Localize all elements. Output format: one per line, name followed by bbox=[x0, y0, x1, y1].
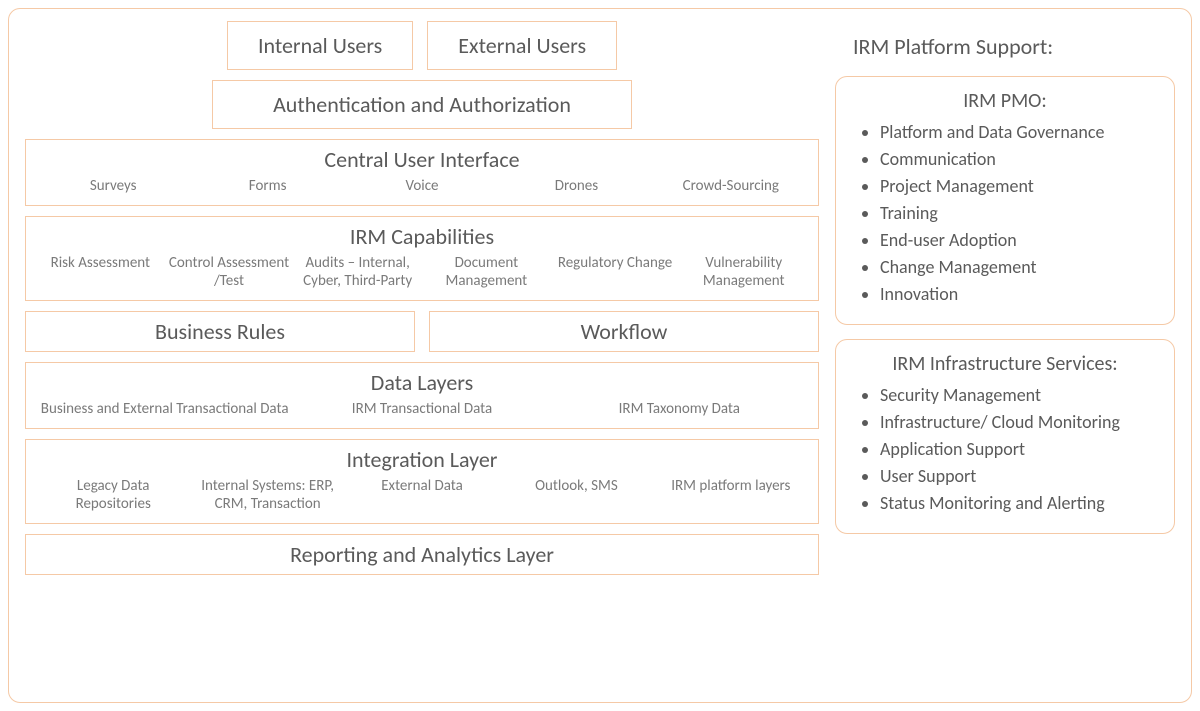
cui-item: Drones bbox=[499, 177, 653, 195]
data-item: IRM Transactional Data bbox=[293, 400, 550, 418]
data-layers-box: Data Layers Business and External Transa… bbox=[25, 362, 819, 429]
auth-box: Authentication and Authorization bbox=[212, 80, 632, 129]
auth-row: Authentication and Authorization bbox=[25, 80, 819, 129]
pmo-title: IRM PMO: bbox=[854, 89, 1156, 113]
data-layers-title: Data Layers bbox=[371, 369, 473, 396]
cui-item: Surveys bbox=[36, 177, 190, 195]
left-column: Internal Users External Users Authentica… bbox=[25, 21, 819, 690]
reporting-box: Reporting and Analytics Layer bbox=[25, 534, 819, 575]
pmo-item: Platform and Data Governance bbox=[880, 119, 1156, 146]
external-users-box: External Users bbox=[427, 21, 617, 70]
infra-item: User Support bbox=[880, 463, 1156, 490]
cui-item: Forms bbox=[190, 177, 344, 195]
reporting-title: Reporting and Analytics Layer bbox=[290, 541, 554, 568]
data-layers-items: Business and External Transactional Data… bbox=[36, 400, 808, 418]
diagram-container: Internal Users External Users Authentica… bbox=[8, 8, 1192, 703]
infra-item: Infrastructure/ Cloud Monitoring bbox=[880, 409, 1156, 436]
users-row: Internal Users External Users bbox=[25, 21, 819, 70]
infra-list: Security Management Infrastructure/ Clou… bbox=[854, 382, 1156, 517]
cap-item: Audits – Internal, Cyber, Third-Party bbox=[293, 254, 422, 290]
cap-item: Risk Assessment bbox=[36, 254, 165, 290]
data-item: Business and External Transactional Data bbox=[36, 400, 293, 418]
business-rules-label: Business Rules bbox=[155, 318, 285, 345]
capabilities-box: IRM Capabilities Risk Assessment Control… bbox=[25, 216, 819, 301]
auth-label: Authentication and Authorization bbox=[273, 91, 571, 118]
pmo-item: End-user Adoption bbox=[880, 227, 1156, 254]
cap-item: Control Assessment /Test bbox=[165, 254, 294, 290]
int-item: Outlook, SMS bbox=[499, 477, 653, 513]
cui-item: Voice bbox=[345, 177, 499, 195]
int-item: Legacy Data Repositories bbox=[36, 477, 190, 513]
internal-users-box: Internal Users bbox=[227, 21, 413, 70]
cap-item: Regulatory Change bbox=[551, 254, 680, 290]
platform-support-title: IRM Platform Support: bbox=[835, 21, 1175, 70]
integration-box: Integration Layer Legacy Data Repositori… bbox=[25, 439, 819, 524]
pmo-item: Innovation bbox=[880, 281, 1156, 308]
right-column: IRM Platform Support: IRM PMO: Platform … bbox=[835, 21, 1175, 690]
infra-item: Security Management bbox=[880, 382, 1156, 409]
internal-users-label: Internal Users bbox=[258, 32, 382, 59]
infra-item: Status Monitoring and Alerting bbox=[880, 490, 1156, 517]
infra-title: IRM Infrastructure Services: bbox=[854, 352, 1156, 376]
integration-title: Integration Layer bbox=[347, 446, 498, 473]
rules-workflow-row: Business Rules Workflow bbox=[25, 311, 819, 352]
pmo-item: Project Management bbox=[880, 173, 1156, 200]
central-ui-title: Central User Interface bbox=[324, 146, 519, 173]
workflow-label: Workflow bbox=[581, 318, 668, 345]
pmo-item: Training bbox=[880, 200, 1156, 227]
capabilities-items: Risk Assessment Control Assessment /Test… bbox=[36, 254, 808, 290]
capabilities-title: IRM Capabilities bbox=[350, 223, 494, 250]
infra-item: Application Support bbox=[880, 436, 1156, 463]
external-users-label: External Users bbox=[458, 32, 586, 59]
integration-items: Legacy Data Repositories Internal System… bbox=[36, 477, 808, 513]
workflow-box: Workflow bbox=[429, 311, 819, 352]
int-item: IRM platform layers bbox=[654, 477, 808, 513]
int-item: External Data bbox=[345, 477, 499, 513]
cui-item: Crowd-Sourcing bbox=[654, 177, 808, 195]
data-item: IRM Taxonomy Data bbox=[551, 400, 808, 418]
central-ui-box: Central User Interface Surveys Forms Voi… bbox=[25, 139, 819, 206]
business-rules-box: Business Rules bbox=[25, 311, 415, 352]
cap-item: Document Management bbox=[422, 254, 551, 290]
pmo-item: Communication bbox=[880, 146, 1156, 173]
cap-item: Vulnerability Management bbox=[679, 254, 808, 290]
int-item: Internal Systems: ERP, CRM, Transaction bbox=[190, 477, 344, 513]
pmo-box: IRM PMO: Platform and Data Governance Co… bbox=[835, 76, 1175, 325]
infra-box: IRM Infrastructure Services: Security Ma… bbox=[835, 339, 1175, 534]
pmo-item: Change Management bbox=[880, 254, 1156, 281]
central-ui-items: Surveys Forms Voice Drones Crowd-Sourcin… bbox=[36, 177, 808, 195]
pmo-list: Platform and Data Governance Communicati… bbox=[854, 119, 1156, 308]
